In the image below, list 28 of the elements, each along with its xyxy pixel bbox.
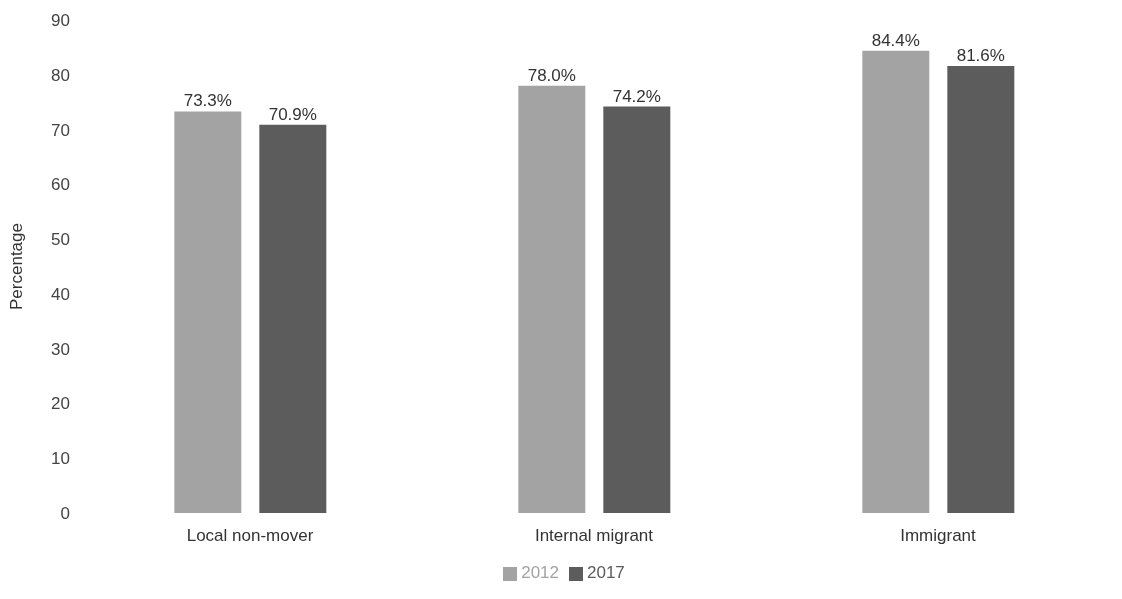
y-tick-label: 60 — [51, 175, 70, 195]
x-tick-label: Immigrant — [900, 526, 977, 546]
bar — [174, 111, 242, 513]
bar — [603, 106, 671, 513]
bar — [259, 124, 327, 513]
legend-label: 2017 — [587, 563, 625, 582]
data-label: 84.4% — [871, 30, 920, 50]
y-tick-label: 70 — [51, 120, 70, 140]
bar — [862, 50, 930, 513]
x-tick-label: Local non-mover — [186, 526, 314, 546]
y-tick-label: 10 — [51, 449, 70, 469]
y-tick-label: 40 — [51, 284, 70, 304]
data-label: 74.2% — [612, 86, 661, 106]
y-tick-label: 20 — [51, 394, 70, 414]
bar — [947, 66, 1015, 513]
data-label: 73.3% — [183, 91, 232, 111]
x-tick-label: Internal migrant — [534, 526, 654, 546]
y-tick-label: 80 — [51, 65, 70, 85]
y-axis-title: Percentage — [7, 223, 27, 310]
y-tick-label: 50 — [51, 230, 70, 250]
y-tick-label: 90 — [51, 11, 70, 31]
data-label: 81.6% — [956, 46, 1005, 66]
legend-label: 2012 — [521, 563, 559, 582]
y-tick-label: 30 — [51, 339, 70, 359]
y-tick-label: 0 — [60, 504, 70, 524]
bar — [518, 85, 586, 513]
data-label: 78.0% — [527, 65, 576, 85]
data-label: 70.9% — [268, 104, 317, 124]
